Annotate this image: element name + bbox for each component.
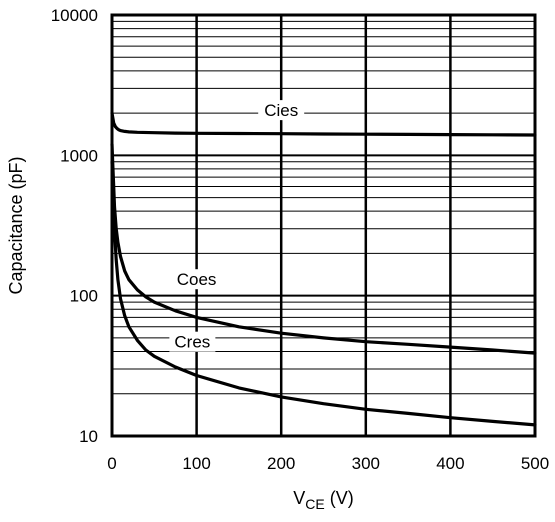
x-axis-title-subscript: CE: [305, 496, 324, 512]
series-line-cies: [110, 111, 537, 137]
curve-label-cres: Cres: [169, 331, 216, 352]
y-tick-label: 10: [79, 427, 98, 446]
x-tick-label: 400: [436, 454, 464, 473]
curve-label-background: [169, 331, 216, 352]
y-tick-label: 100: [70, 287, 98, 306]
y-tick-labels: 10 100 1000 10000: [51, 6, 98, 446]
grid: [110, 14, 537, 437]
curve-labels: Cies Coes Cres: [169, 100, 305, 352]
curve-label-cies: Cies: [258, 100, 305, 121]
y-tick-label: 10000: [51, 6, 98, 25]
curve-label-text: Coes: [177, 270, 217, 289]
curve-label-background: [173, 269, 220, 290]
x-tick-label: 200: [267, 454, 295, 473]
curve-label-text: Cres: [174, 333, 210, 352]
x-axis-title-unit: (V): [325, 488, 354, 508]
plot-frame: [110, 13, 537, 438]
x-tick-labels: 0 100 200 300 400 500: [107, 454, 549, 473]
y-tick-label: 1000: [60, 146, 98, 165]
series-line-cres: [110, 160, 537, 427]
x-tick-label: 100: [182, 454, 210, 473]
x-axis-title: VCE (V): [293, 488, 353, 512]
x-axis-title-main: V: [293, 488, 305, 508]
x-tick-label: 500: [521, 454, 549, 473]
x-tick-label: 300: [352, 454, 380, 473]
curve-label-background: [258, 100, 305, 121]
curve-label-coes: Coes: [173, 269, 220, 290]
curves: [110, 111, 537, 427]
series-line-coes: [110, 142, 537, 355]
y-axis-title: Capacitance (pF): [6, 156, 26, 294]
x-tick-label: 0: [107, 454, 116, 473]
curve-label-text: Cies: [264, 101, 298, 120]
